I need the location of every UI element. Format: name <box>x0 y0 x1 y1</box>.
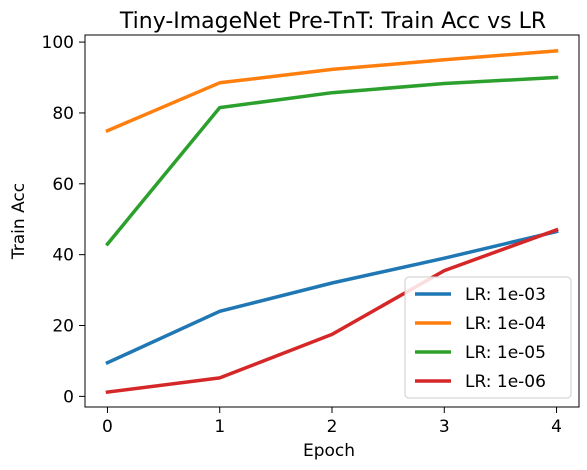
chart-title: Tiny-ImageNet Pre-TnT: Train Acc vs LR <box>119 9 546 34</box>
series-line-4 <box>105 227 559 395</box>
series-line-1 <box>105 229 559 366</box>
legend-label-2: LR: 1e-04 <box>465 314 546 334</box>
y-tick-label: 20 <box>52 317 74 337</box>
legend-label-3: LR: 1e-05 <box>465 343 546 363</box>
series-line-2 <box>105 49 559 133</box>
x-tick-label: 4 <box>551 417 562 437</box>
x-tick-label: 3 <box>439 417 450 437</box>
legend-box <box>404 276 572 399</box>
x-tick-label: 2 <box>327 417 338 437</box>
plot-area <box>105 49 559 395</box>
legend: LR: 1e-03 LR: 1e-04 LR: 1e-05 LR: 1e-06 <box>404 276 572 399</box>
y-tick-label: 60 <box>52 175 74 195</box>
legend-label-1: LR: 1e-03 <box>465 285 546 305</box>
y-tick-label: 80 <box>52 104 74 124</box>
x-tick-label: 0 <box>102 417 113 437</box>
series-line-3 <box>105 75 559 247</box>
x-tick-label: 1 <box>214 417 225 437</box>
legend-label-4: LR: 1e-06 <box>465 372 546 392</box>
x-axis: 0 1 2 3 4 <box>102 407 562 437</box>
y-tick-label: 0 <box>63 387 74 407</box>
y-tick-label: 100 <box>42 33 74 53</box>
y-axis-label: Train Acc <box>9 183 29 260</box>
y-axis: 0 20 40 60 80 100 <box>42 33 85 407</box>
y-tick-label: 40 <box>52 246 74 266</box>
x-axis-label: Epoch <box>303 441 355 461</box>
